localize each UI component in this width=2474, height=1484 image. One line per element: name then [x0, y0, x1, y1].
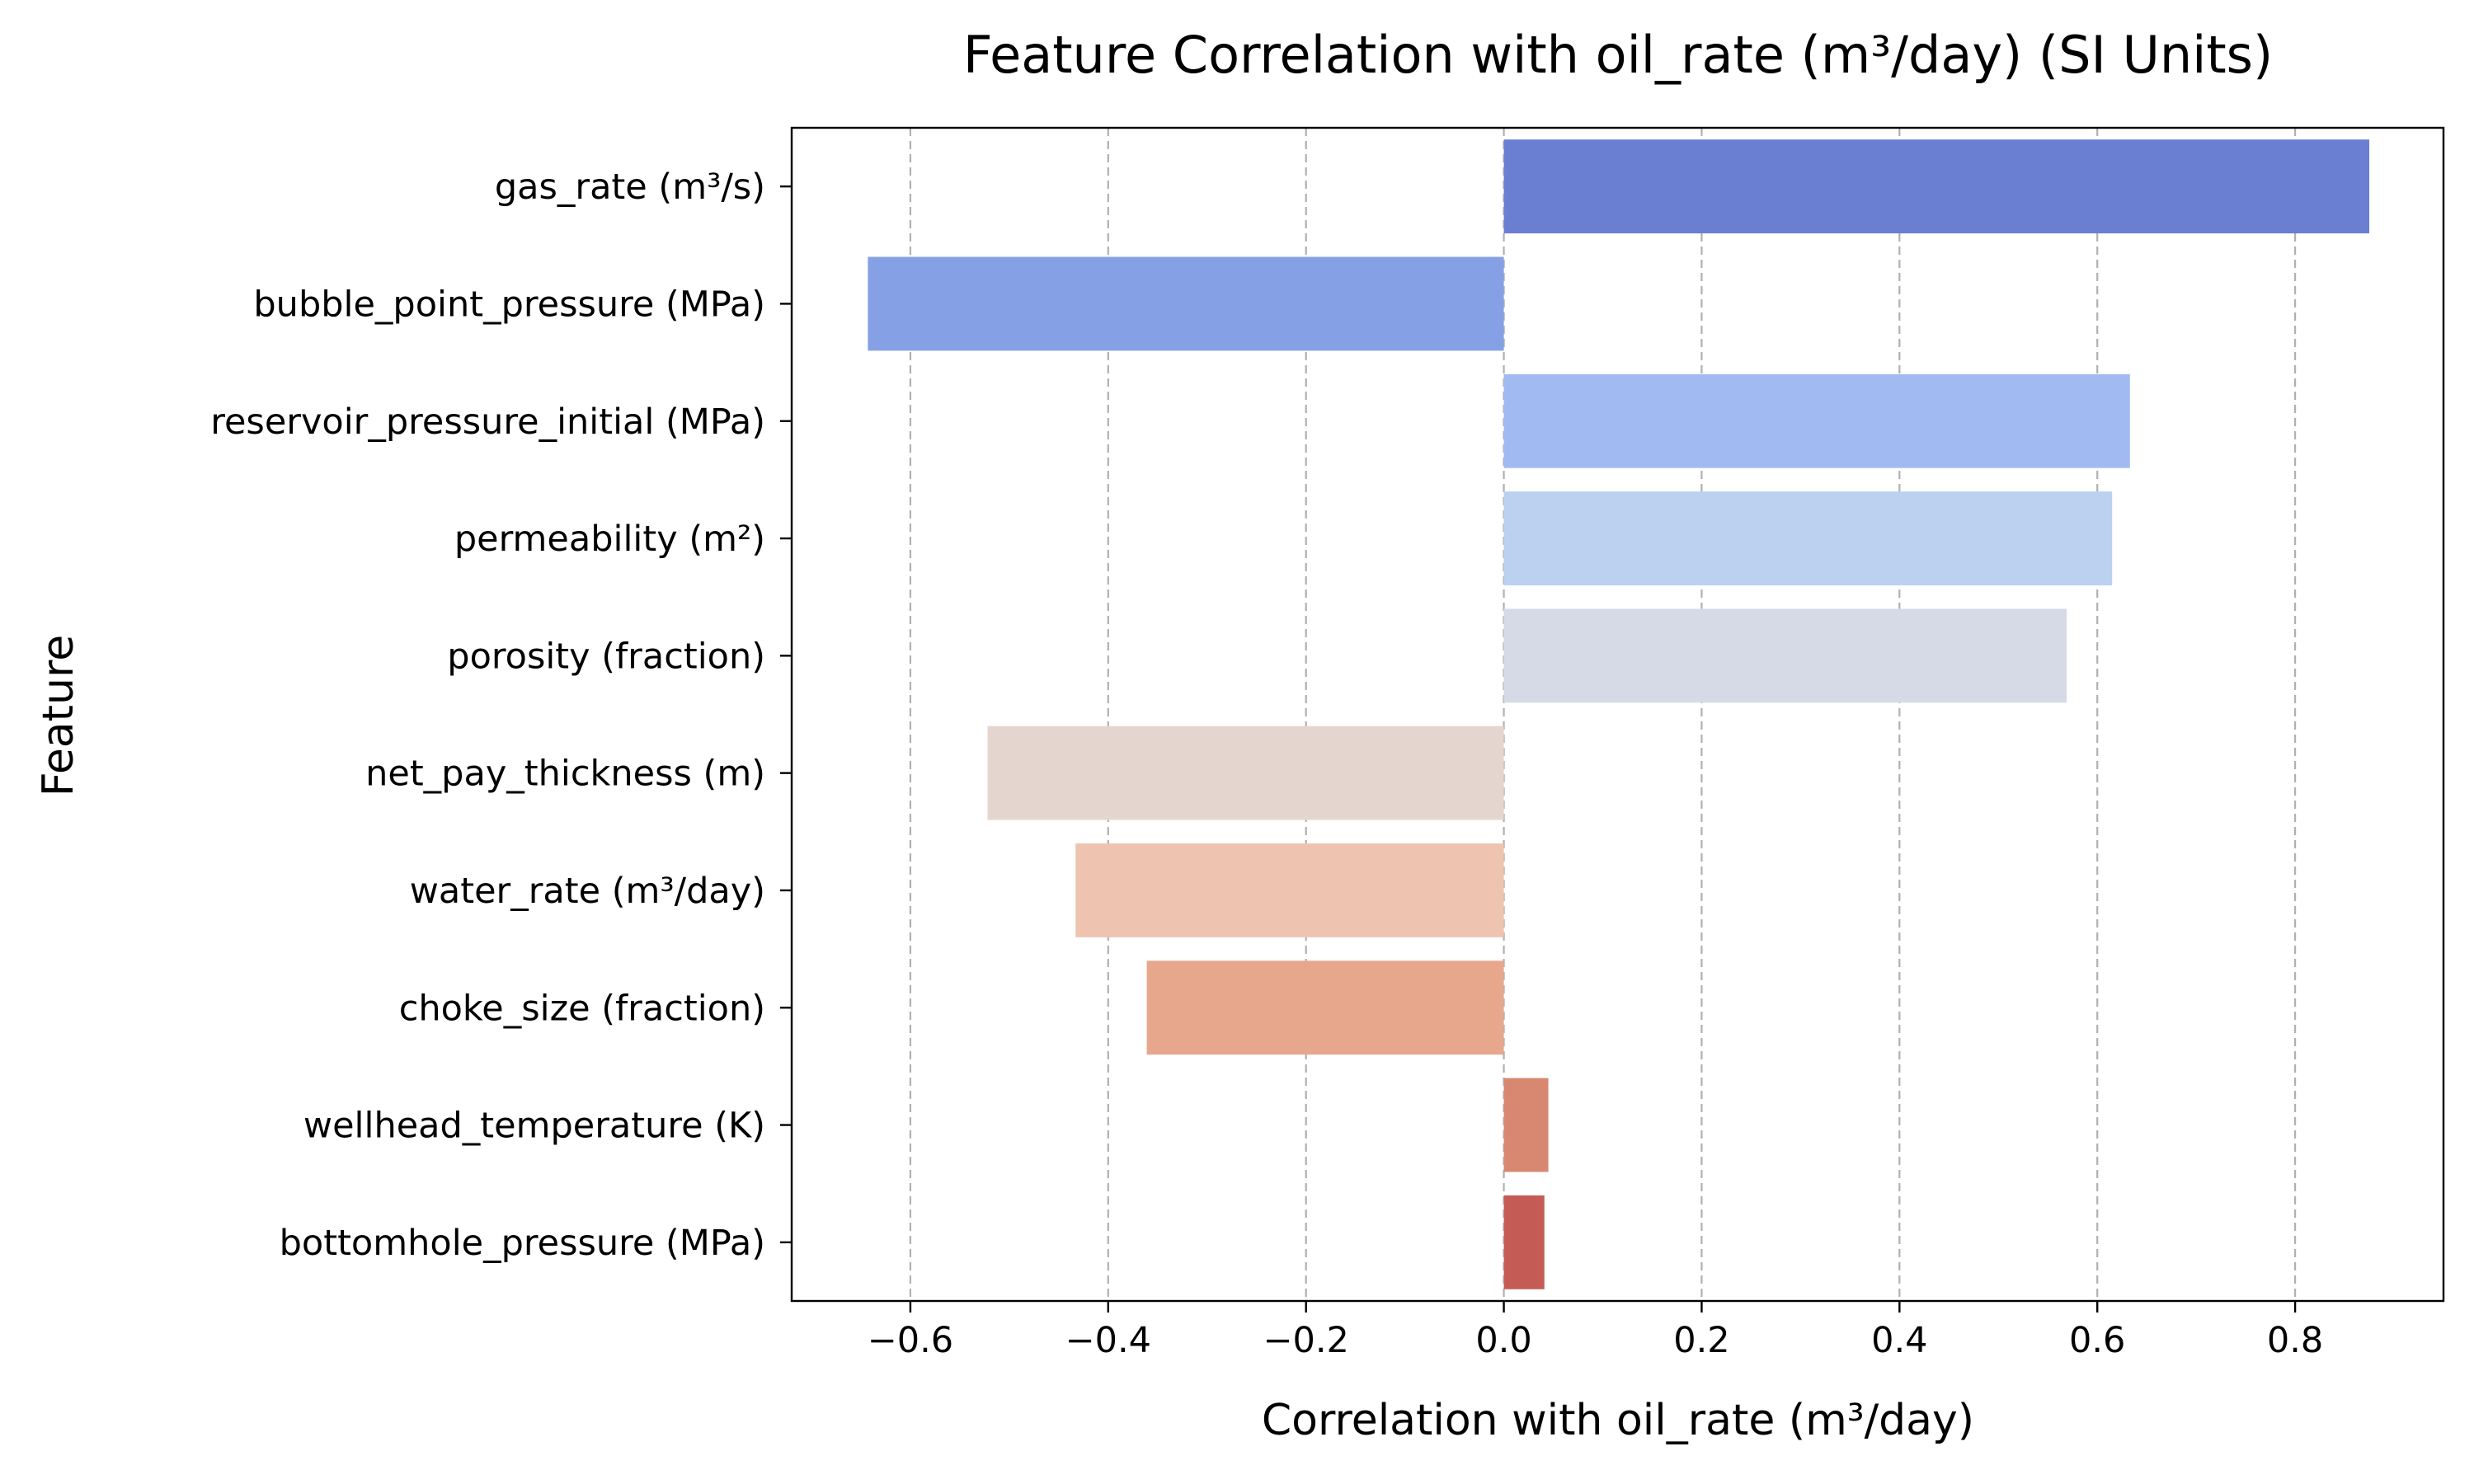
x-tick-label: −0.4: [1065, 1320, 1151, 1361]
bar-3: [1503, 373, 2130, 468]
x-tick-label: −0.6: [868, 1320, 953, 1361]
bar-8: [1146, 960, 1504, 1055]
bar-7: [1075, 843, 1504, 937]
bar-9: [1503, 1078, 1549, 1172]
plot-frame: [790, 126, 2445, 1303]
y-tick-label: reservoir_pressure_initial (MPa): [210, 402, 765, 443]
chart-title: Feature Correlation with oil_rate (m³/da…: [963, 25, 2273, 85]
y-tick-label: wellhead_temperature (K): [303, 1106, 765, 1147]
y-tick-label: permeability (m²): [454, 519, 765, 560]
bar-10: [1503, 1195, 1545, 1289]
bars: [868, 139, 2370, 1289]
y-tick-label: porosity (fraction): [447, 636, 765, 677]
y-tick-label: water_rate (m³/day): [410, 871, 765, 912]
x-tick-label: 0.0: [1475, 1320, 1531, 1361]
bar-4: [1503, 491, 2113, 585]
x-tick-label: 0.8: [2267, 1320, 2323, 1361]
bar-2: [868, 256, 1504, 351]
y-axis-ticks: gas_rate (m³/s) bubble_point_pressure (MP…: [210, 167, 792, 1264]
x-tick-label: 0.4: [1871, 1320, 1927, 1361]
bar-1: [1503, 139, 2370, 234]
y-axis-label: Feature: [34, 635, 83, 797]
x-axis-label: Correlation with oil_rate (m³/day): [1262, 1396, 1974, 1445]
x-tick-label: −0.2: [1263, 1320, 1348, 1361]
y-tick-label: bubble_point_pressure (MPa): [253, 284, 765, 325]
y-tick-label: gas_rate (m³/s): [495, 167, 765, 208]
bar-5: [1503, 608, 2067, 703]
bar-6: [987, 726, 1504, 820]
x-tick-label: 0.2: [1673, 1320, 1729, 1361]
x-tick-label: 0.6: [2069, 1320, 2125, 1361]
y-tick-label: net_pay_thickness (m): [365, 754, 765, 795]
y-tick-label: bottomhole_pressure (MPa): [280, 1223, 765, 1264]
y-tick-label: choke_size (fraction): [399, 988, 765, 1029]
x-axis-ticks: −0.6 −0.4 −0.2 0.0 0.2 0.4 0.6 0.8: [868, 1301, 2323, 1361]
